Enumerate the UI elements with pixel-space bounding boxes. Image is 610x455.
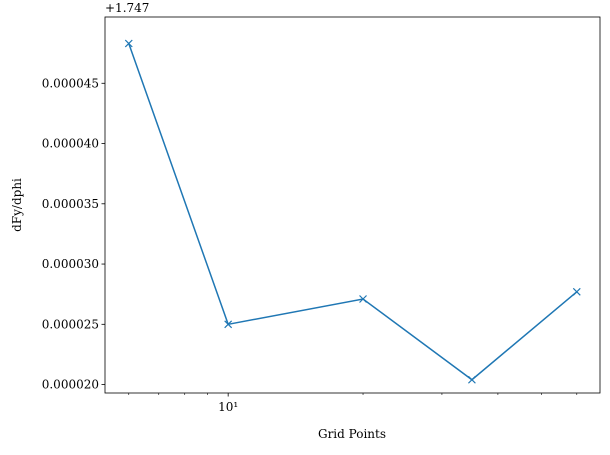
marker: [467, 375, 476, 384]
y-tick-label: 0.000020: [42, 378, 99, 392]
y-tick-label: 0.000040: [42, 137, 99, 151]
marker: [359, 295, 367, 303]
y-tick-label: 0.000025: [42, 317, 99, 331]
y-offset-label: +1.747: [105, 1, 149, 15]
line: [128, 43, 578, 381]
y-axis-label: dFy/dphi: [10, 178, 24, 232]
y-tick-label: 0.000030: [42, 257, 99, 271]
x-axis-label: Grid Points: [318, 427, 386, 441]
y-tick-label: 0.000035: [42, 197, 99, 211]
marker: [572, 287, 581, 296]
marker: [224, 320, 233, 329]
marker: [124, 39, 133, 48]
plot-frame: [104, 16, 601, 394]
x-tick-label: 10¹: [218, 400, 238, 414]
y-tick-label: 0.000045: [42, 76, 99, 90]
